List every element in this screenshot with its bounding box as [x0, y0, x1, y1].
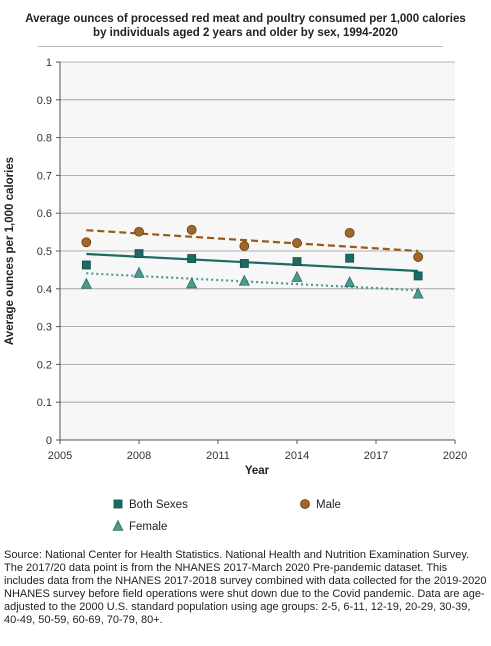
x-axis-label: Year: [245, 465, 270, 477]
legend-marker-triangle: [112, 519, 124, 531]
data-point-triangle: [344, 276, 356, 288]
legend-label: Male: [316, 499, 341, 511]
data-point-circle: [81, 237, 92, 248]
axes: [56, 61, 456, 444]
x-tick-label: 2008: [127, 450, 151, 462]
data-point-circle: [292, 238, 302, 248]
x-tick-label: 2017: [364, 450, 388, 462]
legend-label: Female: [129, 521, 167, 533]
chart-plot: 0 0.1 0.2 0.3 0.4 0.5 0.6 0.7 0.8 0.9 1 2005 2008 201…: [4, 57, 468, 533]
data-point-circle: [186, 224, 197, 235]
data-point-circle: [239, 241, 250, 251]
y-tick-label: 0.7: [37, 170, 52, 182]
y-axis-label: Average ounces per 1,000 calories: [4, 157, 16, 345]
data-point-triangle: [291, 270, 303, 282]
legend-label: Both Sexes: [129, 499, 188, 511]
y-tick-label: 0.9: [37, 95, 52, 107]
data-point-triangle: [80, 277, 92, 289]
y-tick-label: 0.5: [37, 246, 52, 258]
data-point-square: [413, 271, 423, 281]
chart-title: Average ounces of processed red meat and…: [25, 13, 466, 39]
y-tick-label: 0.6: [37, 208, 52, 220]
y-tick-label: 0.2: [37, 359, 52, 371]
data-point-triangle: [186, 277, 198, 289]
tick-labels: 0 0.1 0.2 0.3 0.4 0.5 0.6 0.7 0.8 0.9 1 2005 2008 201…: [37, 57, 468, 462]
source-line: Source: National Center for Health Stati…: [4, 549, 470, 561]
data-point-square: [187, 254, 197, 263]
y-tick-label: 0.1: [37, 397, 52, 409]
x-tick-label: 2005: [48, 450, 72, 462]
data-point-circle: [134, 226, 144, 237]
data-point-circle: [344, 227, 355, 238]
y-tick-label: 0.8: [37, 133, 52, 145]
x-tick-label: 2014: [285, 450, 309, 462]
legend: Both Sexes Male Female: [112, 499, 341, 533]
legend-marker-square: [113, 499, 123, 509]
y-tick-label: 0: [46, 435, 52, 447]
data-point-square: [345, 253, 355, 263]
data-point-square: [239, 259, 249, 268]
data-point-square: [134, 249, 144, 259]
y-tick-label: 0.3: [37, 322, 52, 334]
data-point-circle: [413, 252, 424, 262]
data-point-triangle: [412, 287, 424, 299]
x-tick-label: 2011: [206, 450, 230, 462]
data-points: [80, 224, 424, 299]
grid-lines: [60, 61, 455, 403]
y-tick-label: 0.4: [37, 284, 52, 296]
source-note: Source: National Center for Health Stati…: [4, 549, 488, 627]
x-tick-label: 2020: [443, 450, 467, 462]
y-tick-label: 1: [46, 57, 52, 69]
legend-marker-circle: [300, 499, 310, 509]
source-details: The 2017/20 data point is from the NHANE…: [4, 562, 487, 626]
data-point-triangle: [238, 274, 250, 286]
data-point-square: [292, 257, 302, 266]
data-point-square: [81, 260, 91, 270]
title-divider: [38, 46, 443, 47]
data-point-triangle: [133, 266, 145, 278]
